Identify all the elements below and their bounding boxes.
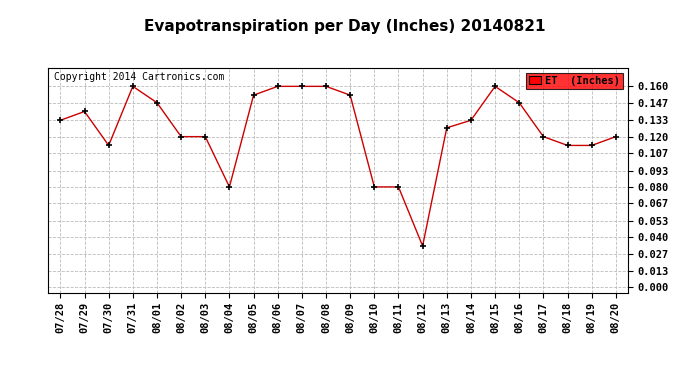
Text: Copyright 2014 Cartronics.com: Copyright 2014 Cartronics.com <box>54 72 224 82</box>
Text: Evapotranspiration per Day (Inches) 20140821: Evapotranspiration per Day (Inches) 2014… <box>144 19 546 34</box>
Legend: ET  (Inches): ET (Inches) <box>526 73 622 89</box>
